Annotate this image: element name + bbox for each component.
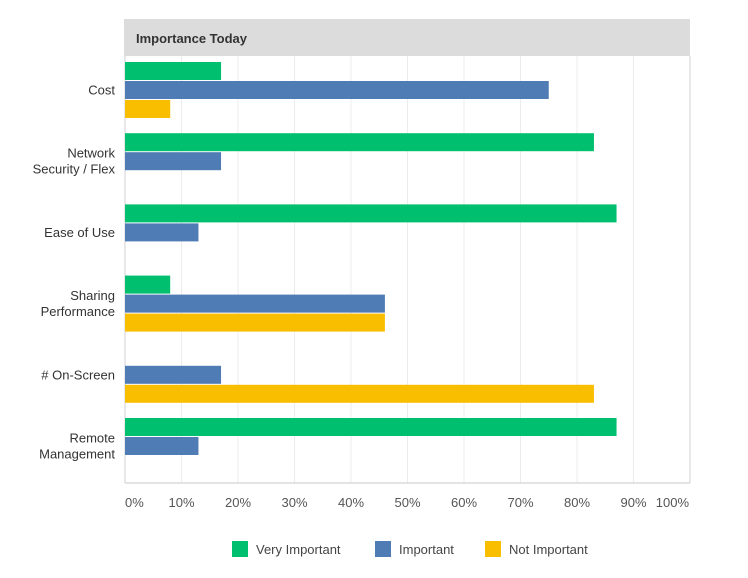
x-tick-label: 80%	[564, 495, 590, 510]
bar-not-important	[125, 384, 594, 403]
bar-very-important	[125, 204, 617, 223]
legend: Very Important Important Not Important	[232, 541, 588, 557]
category-label-line: Network	[67, 146, 115, 161]
category-label-line: Management	[39, 447, 115, 462]
title-bar	[124, 19, 690, 56]
category-label-line: Ease of Use	[44, 225, 115, 240]
x-tick-label: 0%	[125, 495, 144, 510]
chart-title: Importance Today	[136, 31, 248, 46]
bar-important	[125, 294, 385, 313]
bar-important	[125, 81, 549, 99]
bar-very-important	[125, 133, 594, 152]
legend-swatch	[375, 541, 391, 557]
category-label-line: Security / Flex	[33, 162, 116, 177]
x-tick-label: 10%	[168, 495, 194, 510]
x-tick-label: 50%	[394, 495, 420, 510]
legend-swatch	[232, 541, 248, 557]
gridlines	[124, 56, 691, 484]
category-label: Cost	[88, 83, 115, 98]
category-label: Ease of Use	[44, 225, 115, 240]
legend-label: Not Important	[509, 542, 588, 557]
bar-not-important	[125, 313, 385, 332]
x-tick-label: 30%	[281, 495, 307, 510]
legend-label: Very Important	[256, 542, 341, 557]
bar-important	[125, 152, 222, 171]
bar-important	[125, 437, 199, 455]
category-label: Remote Management	[39, 431, 115, 462]
x-tick-label: 40%	[338, 495, 364, 510]
category-label: Sharing Performance	[41, 288, 115, 319]
x-tick-label: 70%	[507, 495, 533, 510]
bars	[125, 62, 617, 455]
x-tick-label: 100%	[656, 495, 690, 510]
bar-very-important	[125, 275, 171, 294]
bar-very-important	[125, 418, 617, 436]
category-label-line: Sharing	[70, 288, 115, 303]
bar-very-important	[125, 62, 222, 80]
category-label-line: Cost	[88, 83, 115, 98]
category-label: Network Security / Flex	[33, 146, 116, 177]
bar-important	[125, 365, 222, 384]
legend-swatch	[485, 541, 501, 557]
category-label-line: Performance	[41, 304, 115, 319]
x-tick-label: 60%	[451, 495, 477, 510]
category-label-line: Remote	[69, 431, 115, 446]
x-tick-label: 90%	[620, 495, 646, 510]
category-label: # On-Screen	[41, 367, 115, 382]
x-tick-label: 20%	[225, 495, 251, 510]
bar-not-important	[125, 100, 171, 118]
x-axis-ticks: 0% 10% 20% 30% 40% 50% 60% 70% 80% 90% 100%	[125, 495, 689, 510]
category-labels: Cost Network Security / Flex Ease of Use Sha…	[33, 83, 116, 462]
category-label-line: # On-Screen	[41, 367, 115, 382]
bar-important	[125, 223, 199, 242]
legend-label: Important	[399, 542, 454, 557]
